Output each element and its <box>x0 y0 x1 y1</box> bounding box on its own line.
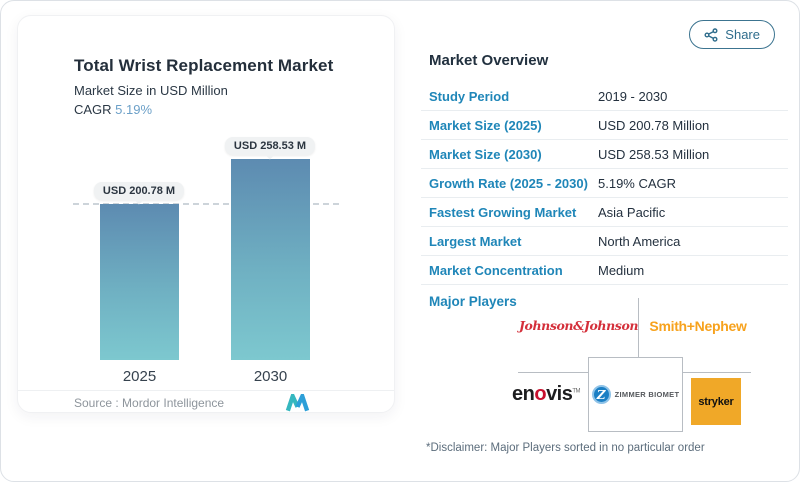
enovis-text-o: o <box>534 383 547 405</box>
source-text: Source : Mordor Intelligence <box>74 395 225 410</box>
row-label-market-size-2030[interactable]: Market Size (2030) <box>429 146 542 162</box>
disclaimer-text: *Disclaimer: Major Players sorted in no … <box>426 442 705 454</box>
share-button-label: Share <box>725 27 760 42</box>
stryker-wordmark: stryker <box>698 395 734 408</box>
chart-cagr: CAGR 5.19% <box>74 102 333 117</box>
share-button[interactable]: Share <box>689 20 775 49</box>
table-row: Largest Market North America <box>421 227 788 256</box>
overview-table: Study Period 2019 - 2030 Market Size (20… <box>421 82 788 285</box>
enovis-trademark: TM <box>572 388 581 395</box>
row-value-market-concentration: Medium <box>598 262 645 278</box>
major-players-label: Major Players <box>429 294 517 309</box>
table-row: Market Size (2030) USD 258.53 Million <box>421 140 788 169</box>
zimmer-biomet-wordmark: ZIMMER BIOMET <box>614 390 680 399</box>
x-axis-label-2030: 2030 <box>253 368 288 385</box>
mordor-intelligence-logo-icon[interactable] <box>285 390 310 417</box>
row-label-market-concentration[interactable]: Market Concentration <box>429 262 563 278</box>
row-value-largest-market: North America <box>598 233 681 249</box>
stryker-logo: stryker <box>691 378 741 425</box>
chart-header: Total Wrist Replacement Market Market Si… <box>74 56 333 117</box>
table-row: Study Period 2019 - 2030 <box>421 82 788 111</box>
row-label-fastest-growing-market[interactable]: Fastest Growing Market <box>429 204 577 220</box>
bar-2030[interactable] <box>231 159 310 360</box>
x-axis-label-2025: 2025 <box>122 368 157 385</box>
zimmer-biomet-logo: Z ZIMMER BIOMET <box>588 357 683 432</box>
row-value-market-size-2030: USD 258.53 Million <box>598 146 710 162</box>
overview-heading: Market Overview <box>429 52 549 69</box>
connector-vertical-line <box>638 298 639 358</box>
enovis-text-pre: en <box>512 383 535 405</box>
smith-nephew-logo: Smith+Nephew <box>649 318 747 334</box>
cagr-value: 5.19% <box>115 102 153 117</box>
bar-value-badge-2030: USD 258.53 M <box>224 137 316 155</box>
row-label-market-size-2025[interactable]: Market Size (2025) <box>429 117 542 133</box>
source-row: Source : Mordor Intelligence <box>18 390 394 414</box>
table-row: Market Size (2025) USD 200.78 Million <box>421 111 788 140</box>
cagr-label: CAGR <box>74 102 116 117</box>
table-row: Fastest Growing Market Asia Pacific <box>421 198 788 227</box>
enovis-logo: enovisTM <box>512 383 581 406</box>
row-label-study-period[interactable]: Study Period <box>429 88 510 104</box>
chart-title: Total Wrist Replacement Market <box>74 56 334 75</box>
table-row: Growth Rate (2025 - 2030) 5.19% CAGR <box>421 169 788 198</box>
row-label-largest-market[interactable]: Largest Market <box>429 233 522 249</box>
enovis-text-post: vis <box>546 383 573 405</box>
reference-dashed-line <box>73 203 339 205</box>
bar-value-badge-2025: USD 200.78 M <box>93 182 185 200</box>
row-label-growth-rate[interactable]: Growth Rate (2025 - 2030) <box>429 175 588 191</box>
row-value-fastest-growing-market: Asia Pacific <box>598 204 666 220</box>
share-icon <box>704 27 718 42</box>
johnson-and-johnson-logo: Johnson&Johnson <box>519 318 639 333</box>
row-value-study-period: 2019 - 2030 <box>598 88 668 104</box>
table-row: Market Concentration Medium <box>421 256 788 285</box>
bar-2025[interactable] <box>100 204 179 360</box>
row-value-market-size-2025: USD 200.78 Million <box>598 117 710 133</box>
row-value-growth-rate: 5.19% CAGR <box>598 175 677 191</box>
chart-subtitle: Market Size in USD Million <box>74 83 228 98</box>
zimmer-z-icon: Z <box>591 385 611 404</box>
chart-card: Total Wrist Replacement Market Market Si… <box>17 15 395 413</box>
